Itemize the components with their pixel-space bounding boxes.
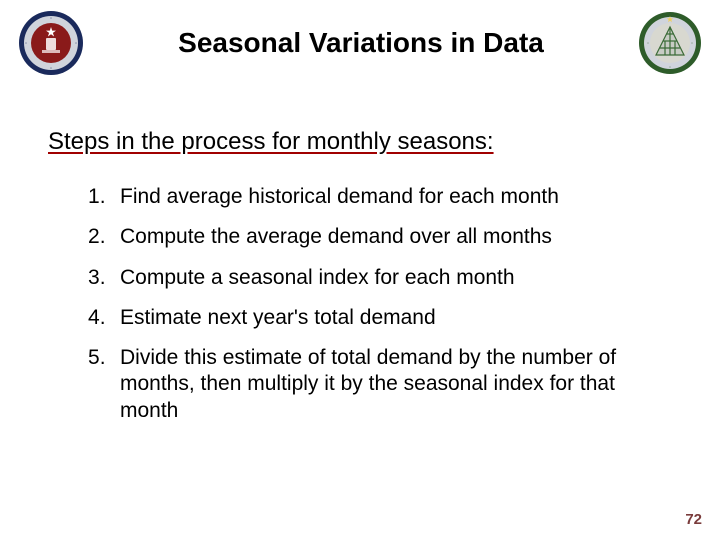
slide-header: Seasonal Variations in Data (0, 0, 720, 76)
step-item: Divide this estimate of total demand by … (88, 345, 660, 424)
step-item: Compute the average demand over all mont… (88, 224, 660, 250)
page-number: 72 (685, 511, 702, 528)
steps-list: Find average historical demand for each … (0, 156, 720, 424)
slide-subtitle: Steps in the process for monthly seasons… (0, 76, 720, 156)
step-item: Find average historical demand for each … (88, 184, 660, 210)
slide-title: Seasonal Variations in Data (84, 21, 638, 65)
army-resource-seal-icon (638, 11, 702, 75)
army-secretary-seal-icon (18, 10, 84, 76)
step-item: Compute a seasonal index for each month (88, 265, 660, 291)
step-item: Estimate next year's total demand (88, 305, 660, 331)
